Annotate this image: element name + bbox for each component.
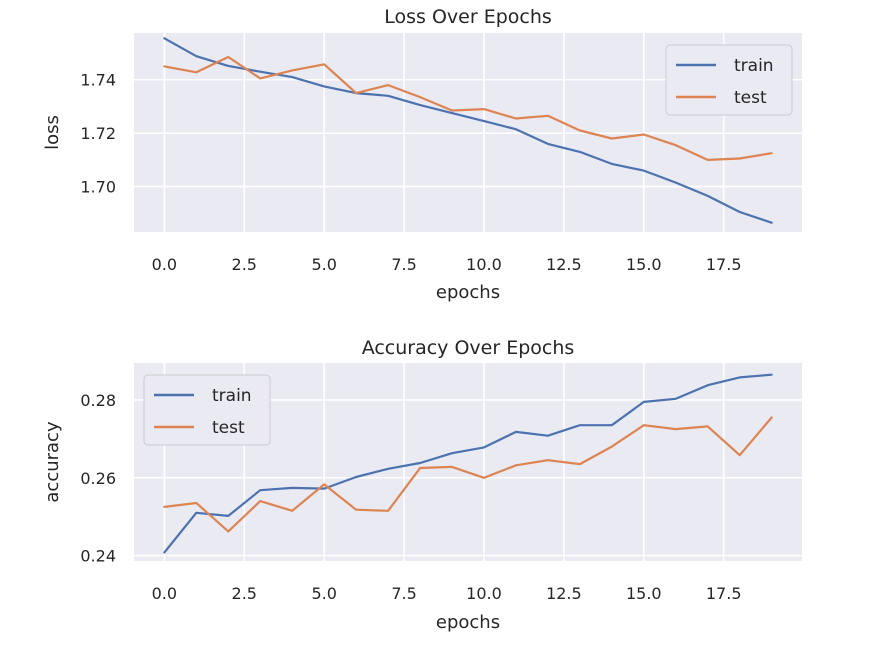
x-tick-label: 5.0 — [311, 255, 336, 274]
legend-label-test: test — [212, 418, 245, 438]
x-tick-label: 0.0 — [152, 255, 177, 274]
x-tick-label: 2.5 — [232, 584, 257, 603]
x-tick-label: 0.0 — [152, 584, 177, 603]
y-tick-label: 1.70 — [80, 178, 116, 197]
x-tick-label: 15.0 — [626, 255, 662, 274]
legend: train test — [144, 375, 270, 445]
y-axis-label: accuracy — [42, 421, 63, 503]
x-tick-label: 7.5 — [391, 255, 416, 274]
y-tick-label: 1.74 — [80, 71, 116, 90]
chart-title: Accuracy Over Epochs — [362, 337, 575, 359]
y-axis-label: loss — [42, 115, 63, 150]
x-tick-label: 17.5 — [706, 584, 742, 603]
x-tick-label: 15.0 — [626, 584, 662, 603]
y-tick-label: 0.28 — [80, 391, 116, 410]
x-tick-label: 17.5 — [706, 255, 742, 274]
y-tick-label: 0.24 — [80, 547, 116, 566]
legend-label-train: train — [212, 386, 252, 406]
x-axis-label: epochs — [436, 282, 500, 303]
chart-title: Loss Over Epochs — [384, 6, 552, 28]
x-tick-label: 12.5 — [546, 584, 582, 603]
legend-label-train: train — [734, 56, 774, 76]
x-tick-label: 5.0 — [311, 584, 336, 603]
x-tick-label: 2.5 — [232, 255, 257, 274]
legend: train test — [666, 45, 792, 115]
y-tick-label: 0.26 — [80, 469, 116, 488]
x-tick-label: 12.5 — [546, 255, 582, 274]
x-axis-label: epochs — [436, 612, 500, 633]
x-tick-label: 10.0 — [466, 584, 502, 603]
chart-2: 0.0 2.5 5.0 7.5 10.0 12.5 15.0 17.5 0.24 0.26 0.28… — [42, 337, 802, 633]
x-tick-label: 10.0 — [466, 255, 502, 274]
x-tick-label: 7.5 — [391, 584, 416, 603]
legend-label-test: test — [734, 88, 767, 108]
chart-1: 0.0 2.5 5.0 7.5 10.0 12.5 15.0 17.5 1.70 1.72 1.74… — [42, 6, 802, 303]
y-tick-label: 1.72 — [80, 124, 116, 143]
